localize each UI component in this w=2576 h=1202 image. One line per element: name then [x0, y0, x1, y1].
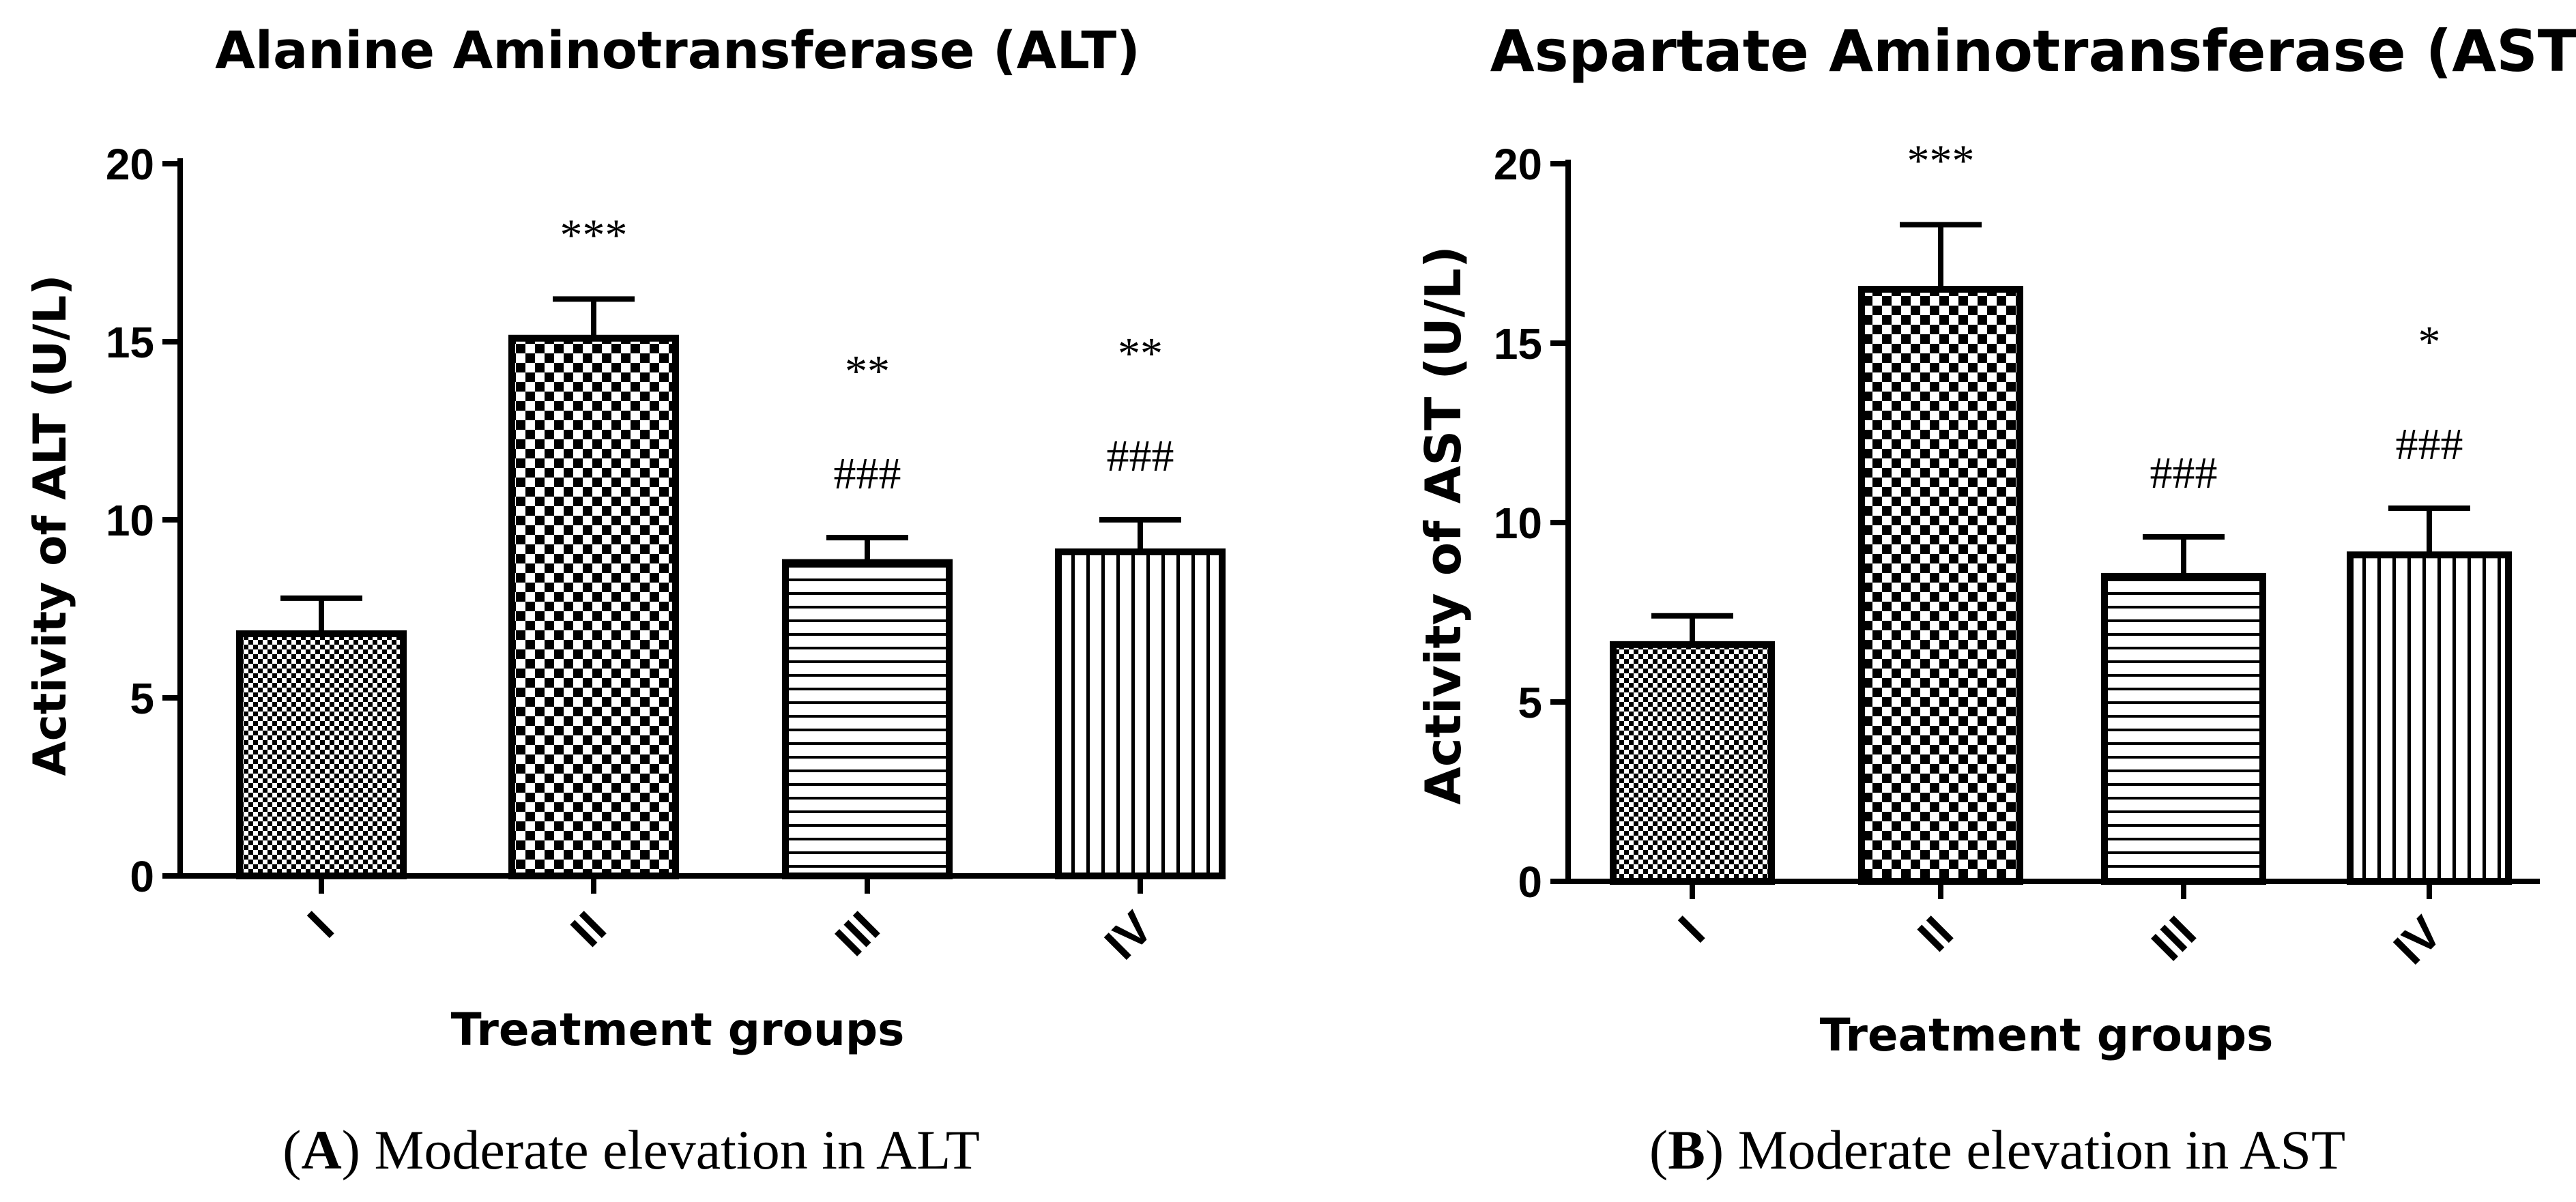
chart-title: Aspartate Aminotransferase (AST) — [1490, 18, 2576, 85]
significance-label: ** — [1118, 329, 1163, 379]
caption-letter: A — [301, 1119, 341, 1181]
y-axis-label: Activity of ALT (U/L) — [24, 275, 76, 776]
y-tick-label: 20 — [1494, 140, 1542, 189]
y-tick-label: 10 — [106, 496, 154, 545]
significance-label: * — [2418, 317, 2441, 367]
caption-text: Moderate elevation in ALT — [374, 1119, 979, 1181]
bar-IV — [2347, 551, 2512, 885]
significance-label: ### — [1107, 431, 1174, 481]
bar-I — [236, 630, 407, 879]
significance-label: *** — [1907, 136, 1975, 186]
y-tick-label: 5 — [1518, 678, 1542, 727]
significance-label: ### — [2150, 448, 2218, 498]
chart-panel-ast: Aspartate Aminotransferase (AST) Activit… — [1415, 18, 2576, 1181]
y-tick-label: 15 — [1494, 319, 1542, 368]
x-axis-label: Treatment groups — [1820, 1009, 2274, 1061]
significance-label: ### — [2396, 420, 2463, 469]
x-ticks: I II III IV — [1668, 881, 2452, 974]
chart-title: Alanine Aminotransferase (ALT) — [215, 20, 1140, 80]
chart-panel-alt: Alanine Aminotransferase (ALT) Activity … — [24, 20, 1226, 1181]
annotations: *** ### ### * — [1907, 136, 2463, 498]
y-axis-label: Activity of AST (U/L) — [1415, 246, 1472, 805]
y-tick-label: 5 — [130, 674, 154, 723]
x-tick-label: III — [2142, 907, 2206, 971]
y-ticks: 0 5 10 15 20 — [1494, 140, 1568, 907]
x-tick-label: III — [826, 902, 890, 966]
significance-label: ** — [845, 347, 890, 396]
x-ticks: I II III IV — [298, 876, 1163, 969]
panel-caption: (A) Moderate elevation in ALT — [283, 1119, 980, 1181]
bar-IV — [1055, 548, 1226, 879]
bar-II — [508, 334, 679, 879]
x-tick-label: II — [1908, 907, 1963, 961]
caption-text: Moderate elevation in AST — [1738, 1119, 2345, 1181]
x-tick-label: I — [298, 902, 343, 948]
y-tick-label: 0 — [130, 852, 154, 901]
y-tick-label: 20 — [106, 140, 154, 189]
significance-label: ### — [834, 449, 901, 499]
bar-III — [782, 559, 953, 879]
error-bars — [280, 296, 1181, 634]
error-bars — [1651, 222, 2470, 645]
x-tick-label: II — [561, 902, 616, 956]
annotations: *** ### ** ### ** — [560, 210, 1174, 499]
x-tick-label: I — [1668, 907, 1714, 952]
caption-letter: B — [1668, 1119, 1705, 1181]
x-axis-label: Treatment groups — [451, 1003, 905, 1056]
bars — [1610, 286, 2512, 885]
x-tick-label: IV — [1095, 902, 1162, 969]
panel-caption: (B) Moderate elevation in AST — [1649, 1119, 2345, 1181]
y-tick-label: 0 — [1518, 857, 1542, 907]
y-ticks: 0 5 10 15 20 — [106, 140, 180, 901]
bars — [236, 334, 1226, 879]
bar-I — [1610, 641, 1775, 885]
y-tick-label: 10 — [1494, 499, 1542, 548]
bar-III — [2101, 572, 2266, 885]
significance-label: *** — [560, 210, 628, 260]
y-tick-label: 15 — [106, 318, 154, 367]
bar-II — [1858, 286, 2023, 885]
x-tick-label: IV — [2384, 907, 2451, 974]
